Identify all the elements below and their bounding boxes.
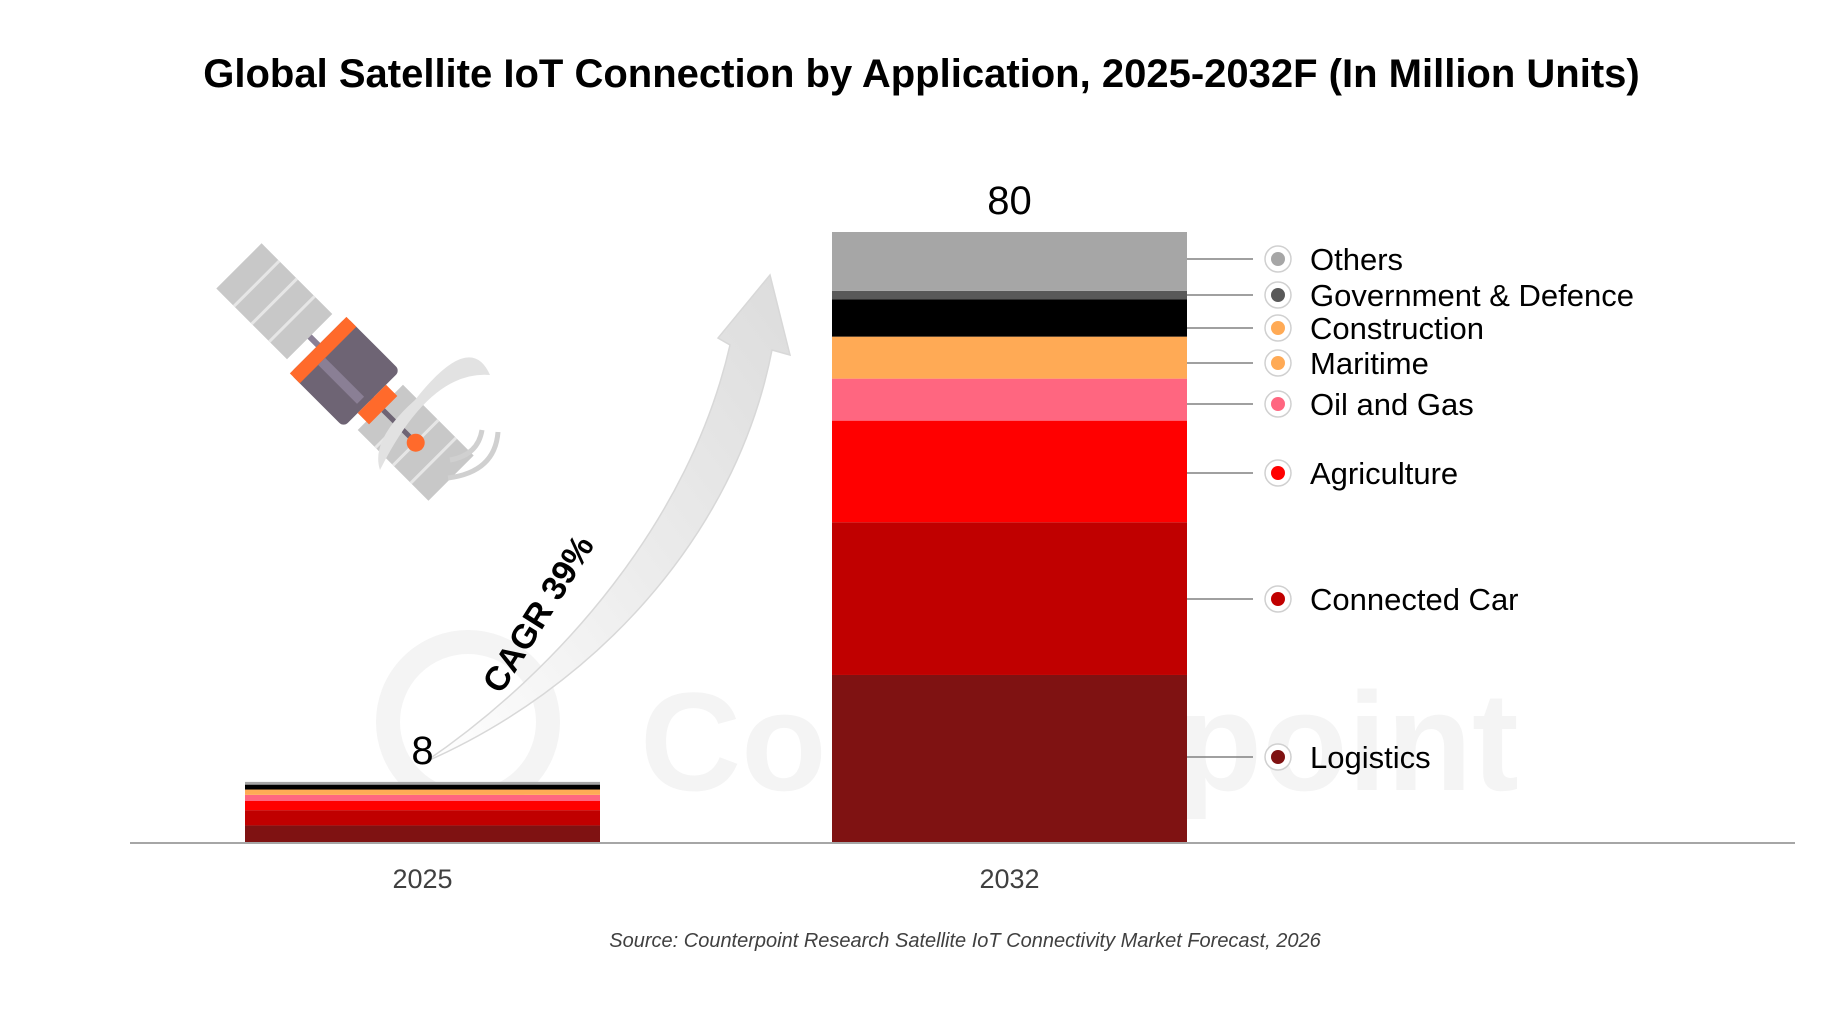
- logistics-icon: [1264, 743, 1292, 771]
- oil-and-gas-icon: [1264, 390, 1292, 418]
- others-icon: [1264, 245, 1292, 273]
- legend: Logistics Connected Car Agriculture Oil and…: [1187, 242, 1634, 775]
- bar-segment-construction-2032: [832, 299, 1187, 337]
- total-labels: 8 80: [411, 179, 1031, 773]
- bar-segment-maritime-2032: [832, 336, 1187, 379]
- legend-label-oil-and-gas: Oil and Gas: [1310, 387, 1474, 422]
- satellite-icon: [216, 243, 501, 501]
- legend-label-logistics: Logistics: [1310, 740, 1431, 775]
- chart-title: Global Satellite IoT Connection by Appli…: [203, 52, 1640, 96]
- bars: [245, 232, 1187, 843]
- legend-label-connected-car: Connected Car: [1310, 582, 1519, 617]
- bar-segment-agriculture-2025: [245, 800, 600, 811]
- bar-segment-others-2025: [245, 781, 600, 785]
- bar-segment-others-2032: [832, 232, 1187, 291]
- legend-label-others: Others: [1310, 242, 1403, 277]
- bar-segment-logistics-2025: [245, 825, 600, 843]
- bar-segment-oil-and-gas-2025: [245, 794, 600, 801]
- legend-label-agriculture: Agriculture: [1310, 456, 1458, 491]
- x-tick-labels: 2025 2032: [392, 864, 1039, 894]
- bar-segment-connected-car-2025: [245, 810, 600, 826]
- x-tick-2032: 2032: [979, 864, 1039, 894]
- agriculture-icon: [1264, 459, 1292, 487]
- bar-segment-logistics-2032: [832, 674, 1187, 843]
- bar-segment-construction-2025: [245, 784, 600, 790]
- construction-icon: [1264, 314, 1292, 342]
- bar-segment-government-defence-2025: [245, 784, 600, 785]
- bar-segment-connected-car-2032: [832, 522, 1187, 675]
- source-note: Source: Counterpoint Research Satellite …: [609, 930, 1321, 952]
- legend-label-government-defence: Government & Defence: [1310, 278, 1634, 313]
- bar-segment-maritime-2025: [245, 789, 600, 795]
- bar-segment-oil-and-gas-2032: [832, 378, 1187, 421]
- legend-label-maritime: Maritime: [1310, 346, 1429, 381]
- total-label-2032: 80: [987, 179, 1032, 223]
- connected-car-icon: [1264, 585, 1292, 613]
- x-tick-2025: 2025: [392, 864, 452, 894]
- bar-segment-government-defence-2032: [832, 290, 1187, 300]
- government-defence-icon: [1264, 281, 1292, 309]
- maritime-icon: [1264, 349, 1292, 377]
- bar-segment-agriculture-2032: [832, 420, 1187, 523]
- total-label-2025: 8: [411, 729, 433, 773]
- growth-arrow-icon: [424, 273, 792, 763]
- legend-label-construction: Construction: [1310, 311, 1484, 346]
